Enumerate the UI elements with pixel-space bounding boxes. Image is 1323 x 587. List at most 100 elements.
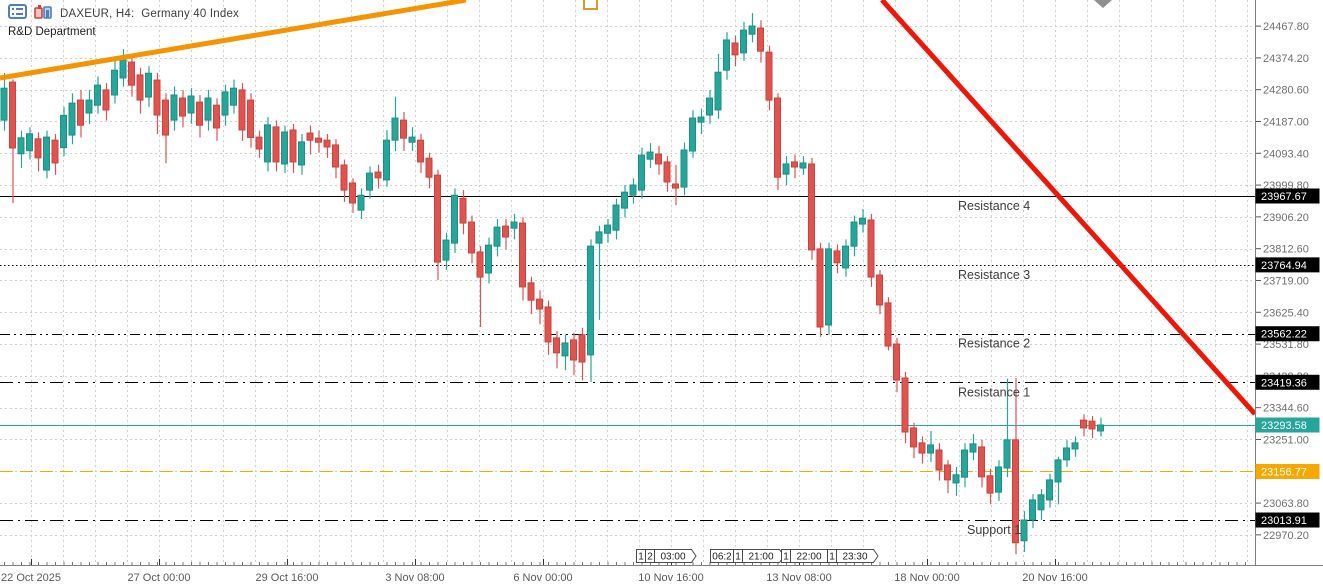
candle [1054, 456, 1062, 505]
candle [179, 89, 186, 128]
time-tag[interactable]: 1 [636, 549, 646, 563]
time-tag[interactable]: 1 [827, 549, 837, 563]
candle [9, 79, 16, 204]
svg-text:1: 1 [829, 552, 835, 563]
candle [536, 290, 543, 325]
svg-text:06:2: 06:2 [712, 552, 732, 563]
price-axis[interactable]: 24467.80 24374.20 24280.60 24187.00 24093.40… [1255, 21, 1320, 542]
svg-text:23013.91: 23013.91 [1261, 515, 1307, 527]
trendlines [0, 0, 1255, 416]
time-axis-label: 10 Nov 16:00 [638, 572, 703, 584]
svg-text:23293.58: 23293.58 [1261, 420, 1307, 432]
time-axis[interactable]: 22 Oct 2025 27 Oct 00:00 29 Oct 16:00 3 Nov… [1, 559, 1246, 584]
candle [43, 130, 50, 179]
candle [400, 111, 407, 152]
candle [442, 232, 450, 270]
candle [1020, 511, 1028, 552]
candle [706, 89, 713, 124]
candle [51, 134, 59, 175]
candle [884, 297, 892, 351]
candle [187, 88, 195, 124]
candle [170, 86, 178, 131]
candle [26, 127, 33, 160]
candle [272, 120, 280, 172]
candle [374, 164, 382, 189]
candle [680, 142, 688, 196]
candle [34, 132, 42, 172]
candle [833, 244, 841, 274]
level-label[interactable]: Resistance 1 [958, 385, 1030, 399]
candle [978, 439, 985, 488]
candle [799, 156, 807, 175]
candle [757, 20, 764, 63]
price-tick-label: 23719.00 [1263, 275, 1309, 287]
time-tag[interactable]: 21:00 [742, 549, 785, 563]
descending-trendline[interactable] [880, 0, 1255, 416]
candle [935, 443, 943, 481]
candle [357, 188, 365, 219]
candle [323, 134, 331, 158]
time-tag[interactable]: 22:00 [790, 549, 833, 563]
candle [561, 334, 569, 371]
svg-text:23764.94: 23764.94 [1261, 260, 1307, 272]
svg-text:23967.67: 23967.67 [1261, 191, 1307, 203]
time-tag[interactable]: 1 [781, 549, 791, 563]
candlestick-chart-icon[interactable] [33, 4, 54, 24]
time-tag[interactable]: 2 [645, 549, 655, 563]
candle [468, 215, 475, 264]
candle [383, 129, 390, 187]
candle [553, 331, 560, 369]
candle [60, 106, 67, 157]
level-label[interactable]: Resistance 3 [958, 268, 1030, 282]
candle [281, 125, 288, 174]
candle [485, 237, 492, 284]
price-tick-label: 23251.00 [1263, 434, 1309, 446]
level-lines [0, 196, 1255, 521]
quotes-list-icon[interactable] [8, 4, 27, 24]
candle [408, 127, 416, 152]
price-tick-label: 22970.20 [1263, 530, 1309, 542]
svg-text:23156.77: 23156.77 [1261, 466, 1307, 478]
price-tick-label: 24467.80 [1263, 21, 1309, 33]
candle [94, 76, 101, 114]
candle [901, 371, 909, 444]
time-tag[interactable]: 03:00 [654, 549, 697, 563]
svg-text:22:00: 22:00 [796, 552, 821, 563]
candle [340, 159, 348, 203]
candle [230, 79, 237, 114]
time-tag[interactable]: 1 [733, 549, 743, 563]
level-label[interactable]: Support 1 [967, 523, 1021, 537]
candle [969, 434, 977, 461]
svg-text:23419.36: 23419.36 [1261, 377, 1307, 389]
svg-text:23:30: 23:30 [842, 552, 867, 563]
time-tag[interactable]: 06:2 [710, 549, 734, 563]
candle [502, 218, 509, 250]
candle [995, 460, 1002, 501]
candle [315, 130, 322, 153]
ascending-trendline[interactable] [0, 0, 467, 81]
clipped-object-icon[interactable] [583, 0, 598, 10]
candle [714, 53, 722, 119]
candle [1071, 436, 1079, 457]
candle [247, 93, 254, 148]
time-tag[interactable]: 23:30 [836, 549, 879, 563]
candle [153, 72, 161, 135]
candle [867, 213, 875, 287]
chart-header: DAXEUR, H4: Germany 40 Index [8, 4, 239, 24]
candle [102, 83, 110, 121]
candle [808, 157, 815, 260]
level-label[interactable]: Resistance 2 [958, 337, 1030, 351]
scroll-marker-icon[interactable] [1094, 0, 1112, 8]
time-axis-label: 3 Nov 08:00 [385, 572, 444, 584]
candle [68, 93, 76, 145]
candle [612, 198, 620, 240]
candle [238, 83, 246, 141]
candle [17, 130, 25, 169]
candle [944, 460, 951, 494]
candle [136, 67, 144, 114]
candle [587, 239, 594, 383]
level-label[interactable]: Resistance 4 [958, 199, 1030, 213]
candle [629, 178, 637, 204]
candle [646, 143, 654, 169]
